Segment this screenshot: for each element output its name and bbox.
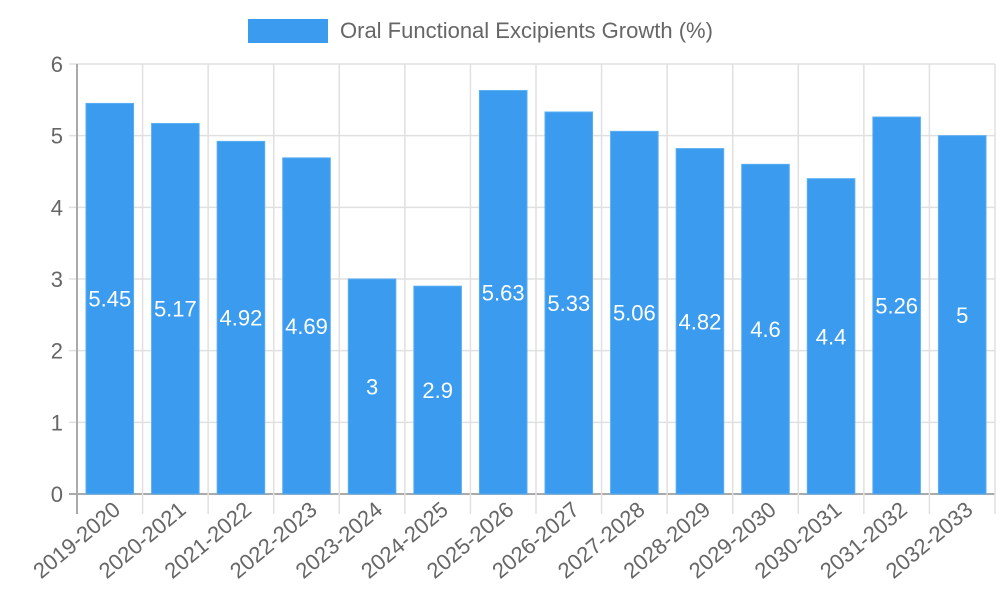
bar-value-label: 5.17 [154, 297, 197, 322]
bar[interactable] [478, 90, 528, 495]
bar-value-label: 5.26 [875, 294, 918, 319]
bar-value-label: 5.33 [547, 291, 590, 316]
legend-swatch [248, 19, 328, 43]
bar-value-label: 5.63 [482, 280, 525, 305]
y-tick-label: 4 [51, 195, 63, 220]
bar-value-label: 2.9 [422, 378, 453, 403]
y-tick-label: 5 [51, 124, 63, 149]
bar[interactable] [216, 140, 266, 495]
y-tick-label: 2 [51, 339, 63, 364]
bar-value-label: 5.06 [613, 301, 656, 326]
bar-value-label: 4.6 [750, 317, 781, 342]
bar-value-label: 5 [956, 303, 968, 328]
bar-value-label: 4.92 [220, 306, 263, 331]
bar[interactable] [151, 122, 200, 495]
bar-value-label: 4.82 [679, 309, 722, 334]
bar-value-label: 4.69 [285, 314, 328, 339]
bar-value-label: 4.4 [816, 324, 847, 349]
bar[interactable] [806, 178, 856, 495]
bar[interactable] [872, 116, 921, 495]
bar-value-label: 3 [366, 375, 378, 400]
y-tick-label: 0 [51, 482, 63, 507]
bar[interactable] [544, 111, 594, 495]
y-tick-label: 6 [51, 52, 63, 77]
bar[interactable] [413, 285, 462, 495]
chart-legend[interactable]: Oral Functional Excipients Growth (%) [248, 18, 713, 44]
y-tick-label: 1 [51, 410, 63, 435]
bar[interactable] [85, 102, 135, 495]
bar[interactable] [937, 135, 987, 495]
bar[interactable] [610, 130, 659, 495]
bar-value-label: 5.45 [88, 287, 131, 312]
legend-label: Oral Functional Excipients Growth (%) [340, 18, 713, 43]
bar[interactable] [347, 278, 397, 495]
y-tick-label: 3 [51, 267, 63, 292]
bar[interactable] [741, 163, 790, 495]
bar[interactable] [675, 148, 725, 495]
bar[interactable] [282, 157, 331, 495]
